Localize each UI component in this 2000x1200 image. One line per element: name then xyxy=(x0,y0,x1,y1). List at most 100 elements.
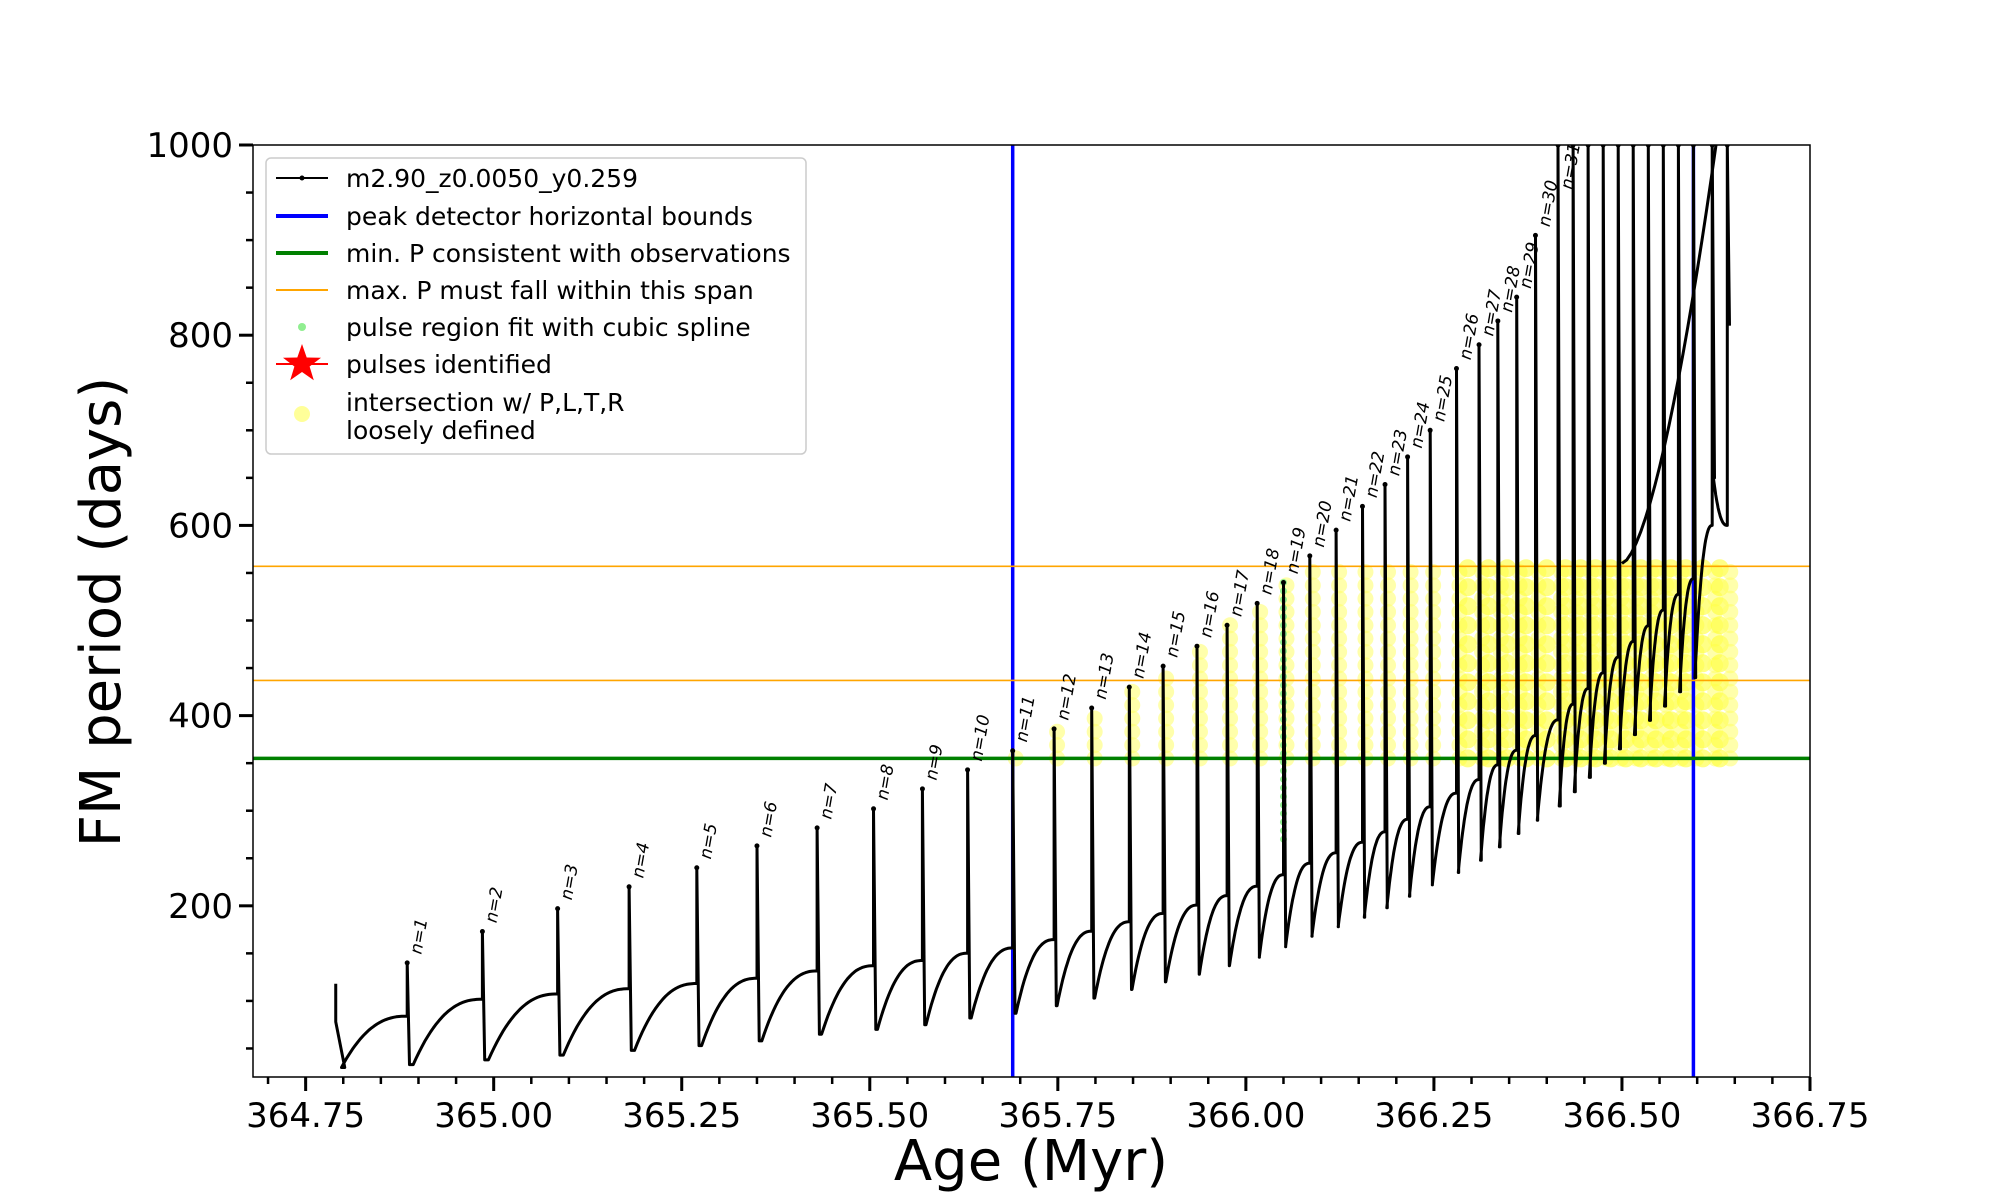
legend-label: loosely defined xyxy=(346,416,536,445)
intersection-marker xyxy=(1693,711,1712,730)
legend-label: intersection w/ P,L,T,R xyxy=(346,388,625,417)
pulse-label: n=25 xyxy=(1429,374,1457,423)
pulse-point xyxy=(404,960,410,966)
pulse-label: n=15 xyxy=(1162,610,1190,659)
intersection-marker xyxy=(1722,737,1739,754)
pulse-label: n=21 xyxy=(1335,474,1363,523)
intersection-marker xyxy=(1693,654,1712,673)
y-tick-label: 1000 xyxy=(146,126,233,166)
pulse-point xyxy=(754,843,760,849)
pulse-label: n=13 xyxy=(1091,651,1119,700)
intersection-marker xyxy=(1222,617,1239,634)
intersection-marker xyxy=(1537,711,1556,730)
pulse-point xyxy=(1405,454,1411,460)
pulse-point xyxy=(626,884,632,890)
intersection-marker xyxy=(1722,723,1739,740)
intersection-marker xyxy=(1517,654,1536,673)
intersection-marker xyxy=(1537,597,1556,616)
x-tick-label: 365.50 xyxy=(810,1096,929,1136)
intersection-marker xyxy=(1722,670,1739,687)
legend-label: pulse region fit with cubic spline xyxy=(346,313,751,342)
intersection-marker xyxy=(1537,559,1556,578)
intersection-marker xyxy=(1049,723,1066,740)
intersection-marker xyxy=(1458,730,1477,749)
pulse-point xyxy=(1359,503,1365,509)
intersection-marker xyxy=(1086,710,1103,727)
period-series-branch xyxy=(1620,145,1718,565)
plot-frame xyxy=(252,144,1811,1078)
legend-box xyxy=(265,157,807,455)
pulse-point xyxy=(479,928,485,934)
intersection-marker xyxy=(1537,578,1556,597)
legend-handle xyxy=(283,344,321,381)
pulse-point xyxy=(965,767,971,773)
pulse-point xyxy=(1194,643,1200,649)
intersection-marker xyxy=(1158,670,1175,687)
plot-area xyxy=(253,145,1810,1077)
pulse-point xyxy=(1532,232,1538,238)
y-tick-label: 400 xyxy=(168,697,233,737)
pulse-label: n=16 xyxy=(1196,589,1224,639)
intersection-marker xyxy=(1693,578,1712,597)
pulse-point xyxy=(1333,527,1339,533)
intersection-marker xyxy=(1479,578,1498,597)
intersection-marker xyxy=(1722,603,1739,620)
intersection-marker xyxy=(1722,590,1739,607)
axes: 364.75 365.00 365.25 365.50 365.75 366.00 366.… xyxy=(146,126,1869,1136)
legend-label: m2.90_z0.0050_y0.259 xyxy=(346,164,638,193)
pulse-point xyxy=(1495,318,1501,324)
intersection-marker xyxy=(1498,616,1517,635)
pulse-point xyxy=(1280,579,1286,585)
pulse-label: n=5 xyxy=(696,822,722,861)
pulse-point xyxy=(1307,553,1313,559)
pulse-label: n=1 xyxy=(406,917,432,956)
legend-handle xyxy=(294,406,310,422)
legend-label: min. P consistent with observations xyxy=(346,239,791,268)
x-tick-label: 365.75 xyxy=(998,1096,1117,1136)
pulse-point xyxy=(1010,748,1016,754)
pulse-point xyxy=(1089,705,1095,711)
intersection-marker xyxy=(1458,559,1477,578)
intersection-marker xyxy=(1458,635,1477,654)
x-axis-label: Age (Myr) xyxy=(894,1129,1168,1194)
pulse-label: n=10 xyxy=(967,713,995,762)
intersection-marker xyxy=(1479,616,1498,635)
intersection-marker xyxy=(1479,711,1498,730)
intersection-marker xyxy=(1458,597,1477,616)
legend-handle xyxy=(299,175,305,181)
pulse-point xyxy=(871,806,877,812)
pulse-label: n=4 xyxy=(628,841,654,880)
pulse-point xyxy=(555,906,561,912)
pulse-point xyxy=(1427,427,1433,433)
pulse-point xyxy=(1382,482,1388,488)
intersection-marker xyxy=(1479,654,1498,673)
intersection-marker xyxy=(1722,577,1739,594)
intersection-marker xyxy=(1537,692,1556,711)
intersection-marker xyxy=(1537,635,1556,654)
intersection-marker xyxy=(1458,673,1477,692)
x-tick-label: 366.75 xyxy=(1751,1096,1870,1136)
intersection-marker xyxy=(1498,578,1517,597)
legend-label: max. P must fall within this span xyxy=(346,276,754,305)
intersection-marker xyxy=(1458,692,1477,711)
pulse-label: n=31 xyxy=(1557,141,1585,190)
pulse-point xyxy=(1126,684,1132,690)
x-tick-label: 365.00 xyxy=(434,1096,553,1136)
intersection-marker xyxy=(1537,654,1556,673)
intersection-marker xyxy=(1722,657,1739,674)
intersection-marker xyxy=(1722,710,1739,727)
pulse-point xyxy=(1514,294,1520,300)
intersection-marker xyxy=(1458,654,1477,673)
intersection-marker xyxy=(1458,578,1477,597)
intersection-marker xyxy=(1517,711,1536,730)
legend-handle xyxy=(298,323,306,331)
y-tick-label: 600 xyxy=(168,506,233,546)
x-tick-label: 365.25 xyxy=(622,1096,741,1136)
pulse-point xyxy=(1453,365,1459,371)
pulse-point xyxy=(1254,600,1260,606)
x-tick-label: 366.00 xyxy=(1186,1096,1305,1136)
pulse-label: n=29 xyxy=(1516,241,1544,290)
pulse-label: n=6 xyxy=(756,800,782,839)
y-tick-label: 200 xyxy=(168,887,233,927)
